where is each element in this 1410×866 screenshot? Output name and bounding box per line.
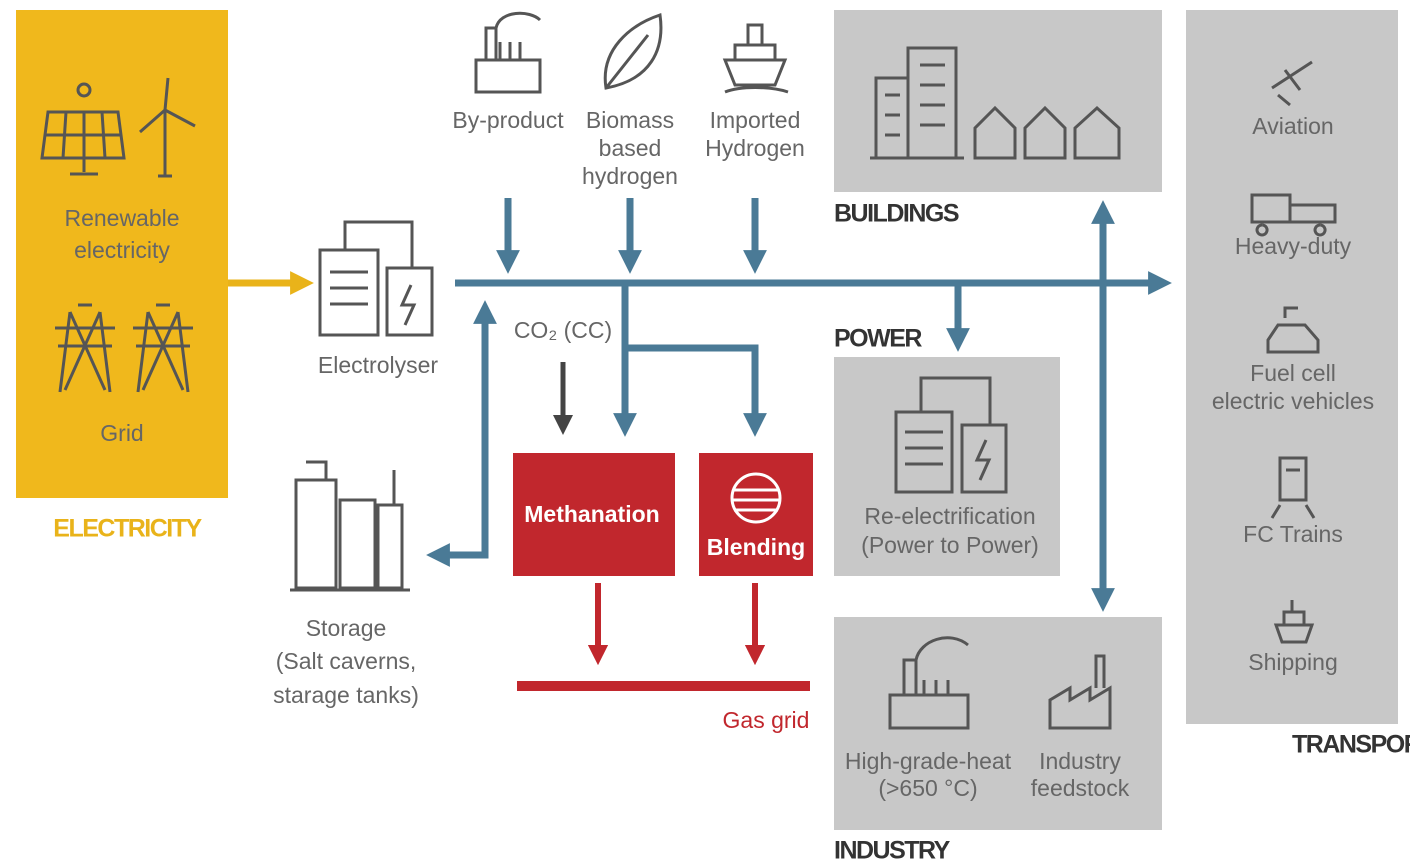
heading: ELECTRICITY — [53, 515, 202, 543]
label: feedstock — [1031, 775, 1130, 801]
label: Aviation — [1252, 113, 1333, 139]
label: (Power to Power) — [861, 532, 1039, 558]
label: High-grade-heat — [845, 748, 1012, 774]
label: Grid — [100, 420, 143, 446]
flow-arrows — [228, 198, 1172, 691]
buildings-box — [834, 10, 1162, 192]
label: By-product — [452, 107, 564, 133]
power-box — [834, 357, 1060, 576]
label: Gas grid — [723, 707, 810, 733]
heading: TRANSPORT — [1292, 731, 1410, 759]
label: (>650 °C) — [878, 775, 977, 801]
icons — [40, 11, 1337, 730]
heading: BUILDINGS — [834, 200, 959, 228]
electricity-box — [16, 10, 228, 498]
label: Blending — [707, 534, 805, 560]
heading: INDUSTRY — [834, 837, 951, 865]
label: electric vehicles — [1212, 388, 1374, 414]
label: Methanation — [524, 501, 659, 527]
label: Hydrogen — [705, 135, 805, 161]
label: Renewable — [64, 205, 179, 231]
label: based — [599, 135, 662, 161]
heading: POWER — [834, 325, 922, 353]
label: Re-electrification — [864, 503, 1035, 529]
label: (Salt caverns, — [276, 648, 417, 674]
label: Biomass — [586, 107, 674, 133]
label: FC Trains — [1243, 521, 1343, 547]
label: starage tanks) — [273, 682, 419, 708]
label: Imported — [710, 107, 801, 133]
label: hydrogen — [582, 163, 678, 189]
label: Heavy-duty — [1235, 233, 1352, 259]
methanation-box — [513, 453, 675, 576]
label: electricity — [74, 237, 170, 263]
label: Storage — [306, 615, 387, 641]
label: Fuel cell — [1250, 360, 1336, 386]
label: Shipping — [1248, 649, 1338, 675]
label: CO₂ (CC) — [514, 317, 612, 343]
label: Electrolyser — [318, 352, 438, 378]
label: Industry — [1039, 748, 1121, 774]
